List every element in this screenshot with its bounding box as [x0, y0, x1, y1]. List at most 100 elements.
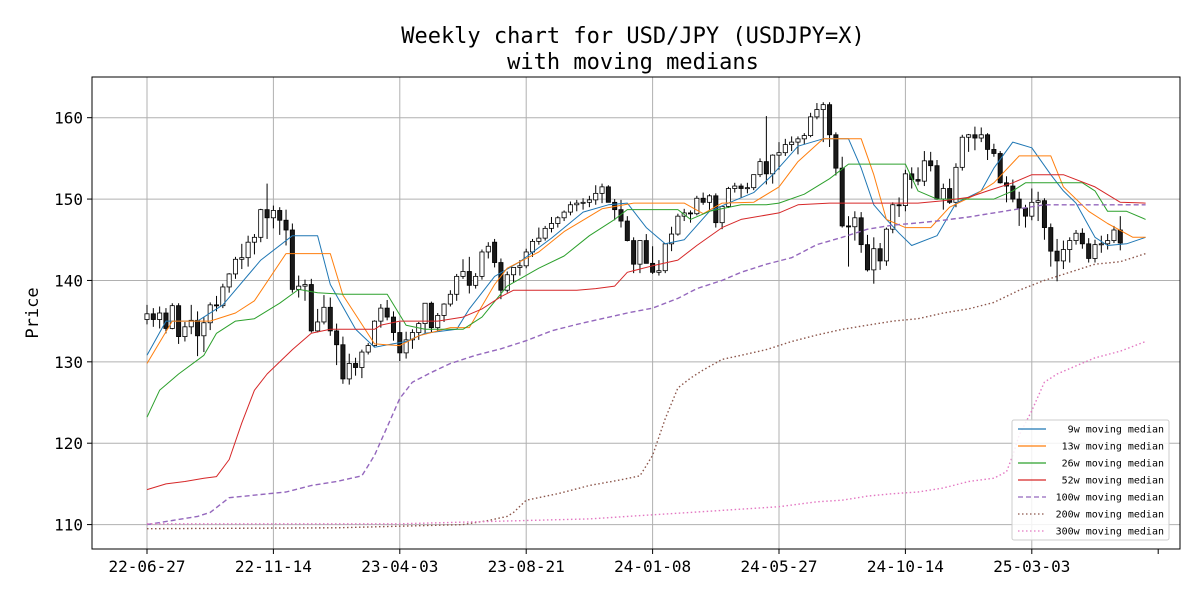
candle-up: [940, 188, 946, 200]
candle-up: [251, 236, 257, 243]
candle-up: [820, 104, 826, 110]
y-tick-label: 160: [54, 109, 83, 128]
candle-down: [390, 316, 396, 333]
candle-up: [239, 257, 245, 260]
candle-up: [372, 320, 378, 346]
candle-up: [744, 187, 750, 190]
candle-down: [650, 262, 656, 273]
candle-up: [706, 195, 712, 203]
candle-up: [1105, 240, 1111, 245]
candle-down: [846, 225, 852, 228]
candle-up: [789, 141, 795, 145]
candle-up: [574, 202, 580, 206]
candle-down: [195, 319, 201, 337]
candle-down: [1022, 207, 1028, 217]
candle-down: [947, 188, 953, 203]
candle-up: [530, 240, 536, 253]
candle-up: [656, 270, 662, 273]
candle-down: [334, 330, 340, 346]
candle-up: [542, 227, 548, 239]
candle-down: [827, 104, 833, 136]
candle-up: [454, 275, 460, 295]
x-tick-label: 24-01-08: [614, 557, 691, 576]
candle-down: [864, 244, 870, 271]
candle-up: [1067, 240, 1073, 250]
candle-up: [270, 210, 276, 219]
candle-up: [732, 185, 738, 189]
candle-up: [675, 215, 681, 235]
candle-up: [409, 332, 415, 341]
candle-up: [959, 136, 965, 168]
legend-label: 13w moving median: [1062, 442, 1164, 453]
candle-down: [915, 179, 921, 182]
candle-up: [795, 138, 801, 143]
candle-down: [384, 307, 390, 318]
plot-frame: [91, 76, 1181, 550]
candle-down: [928, 160, 934, 167]
candle-down: [605, 186, 611, 203]
chart-subtitle: with moving medians: [507, 50, 759, 75]
candle-up: [757, 161, 763, 176]
candle-up: [479, 251, 485, 277]
candle-up: [890, 204, 896, 230]
series-line-4: [146, 204, 1146, 526]
candle-up: [511, 267, 517, 276]
candle-up: [593, 192, 599, 201]
candle-up: [1111, 229, 1117, 241]
candle-up: [536, 237, 542, 242]
candle-up: [302, 284, 308, 287]
candle-up: [422, 302, 428, 324]
candle-up: [359, 351, 365, 368]
candle-down: [289, 229, 295, 290]
candle-up: [1098, 243, 1104, 246]
y-tick-label: 130: [54, 353, 83, 372]
candle-up: [555, 217, 561, 224]
candle-down: [643, 240, 649, 264]
candle-up: [902, 173, 908, 206]
candle-down: [428, 302, 434, 329]
candle-down: [283, 219, 289, 231]
candle-up: [188, 319, 194, 328]
y-tick-label: 150: [54, 190, 83, 209]
candle-up: [978, 134, 984, 139]
candle-down: [1016, 198, 1022, 209]
candle-down: [340, 344, 346, 380]
candle-up: [852, 217, 858, 228]
x-tick-label: 24-10-14: [867, 557, 944, 576]
candle-up: [226, 273, 232, 288]
candle-up: [808, 116, 814, 136]
candle-down: [308, 284, 314, 332]
candle-up: [580, 201, 586, 204]
candle-down: [1048, 227, 1054, 252]
gridlines: [92, 77, 1180, 549]
candle-up: [504, 274, 510, 291]
candle-down: [1117, 229, 1123, 244]
moving-median-lines: [146, 138, 1146, 530]
x-tick-label: 24-05-27: [740, 557, 817, 576]
candle-down: [985, 134, 991, 150]
candle-up: [201, 322, 207, 337]
legend-label: 9w moving median: [1068, 425, 1164, 436]
candle-up: [770, 154, 776, 175]
y-tick-label: 140: [54, 271, 83, 290]
candle-up: [669, 233, 675, 245]
candle-up: [662, 243, 668, 272]
candle-down: [839, 167, 845, 227]
candle-up: [1029, 201, 1035, 217]
candle-down: [631, 240, 637, 265]
candle-up: [485, 245, 491, 253]
candle-up: [315, 321, 321, 332]
y-axis-label: Price: [23, 287, 43, 338]
candle-up: [258, 209, 264, 238]
candle-up: [776, 152, 782, 156]
candle-up: [1060, 249, 1066, 262]
legend-label: 26w moving median: [1062, 459, 1164, 470]
candle-up: [561, 211, 567, 219]
series-line-6: [147, 340, 1146, 525]
candle-up: [447, 293, 453, 305]
candle-down: [150, 313, 156, 320]
candle-up: [403, 339, 409, 354]
legend-label: 52w moving median: [1062, 476, 1164, 487]
series-line-2: [146, 163, 1146, 418]
candle-up: [365, 345, 371, 353]
